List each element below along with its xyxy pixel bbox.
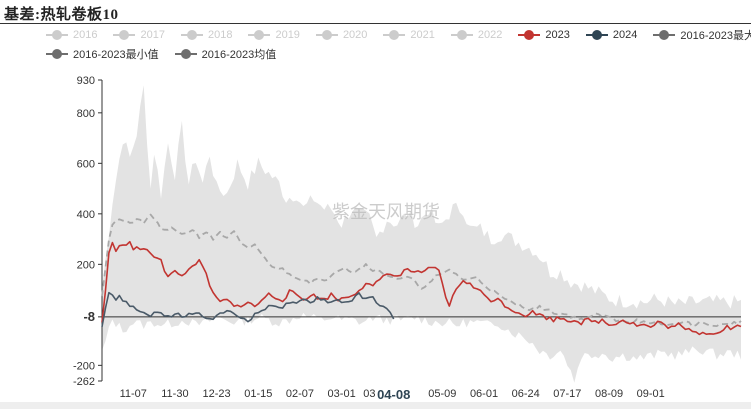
legend-row: 2016 2017 2018 2019 2020 2021 2022 2023 2024 2016… [46,26,751,44]
y-tick-label: 930 [77,75,95,87]
legend-item[interactable]: 2019 [248,26,300,44]
legend-item[interactable]: 2023 [518,26,570,44]
x-tick-label: 08-09 [595,388,623,400]
legend-swatch-icon [315,29,338,41]
y-tick-label: 400 [77,209,95,221]
legend-label: 2019 [275,29,300,41]
x-tick-label: 07-17 [553,388,581,400]
x-tick-label: 05-09 [428,388,456,400]
y-tick-label: -262 [73,376,95,388]
legend-item[interactable]: 2020 [315,26,368,44]
max-min-band-area [102,85,741,383]
y-tick-label: 800 [77,108,95,120]
legend-label: 2020 [342,29,368,41]
legend-label: 2023 [545,29,570,41]
legend-label: 2016-2023最大值 [680,30,751,42]
legend-label: 2017 [140,29,165,41]
x-tick-label: 01-15 [244,388,272,400]
legend-swatch-icon [174,48,197,60]
legend-swatch-icon [585,29,608,41]
legend-swatch-icon [46,48,68,60]
x-tick-label: 06-24 [512,388,540,400]
x-tick-label: 03 [363,388,375,400]
legend-swatch-icon [383,29,406,41]
legend-item[interactable]: 2022 [450,26,503,44]
y-tick-label: 600 [77,158,95,170]
x-tick-label: 11-30 [161,388,188,400]
legend-item[interactable]: 2016-2023均值 [174,45,277,63]
legend-label: 2024 [612,29,638,41]
legend-item[interactable]: 2016-2023最小值 [46,45,159,63]
x-tick-label: 03-01 [328,388,356,400]
series-2023-line [101,240,742,336]
legend-label: 2016 [73,29,98,41]
legend-label: 2018 [207,29,233,41]
y-tick-label: 200 [77,259,95,271]
x-tick-label: 02-07 [286,388,314,400]
legend-swatch-icon [248,29,271,41]
x-tick-label: 11-07 [120,388,147,400]
legend-item[interactable]: 2024 [585,26,638,44]
legend-label: 2016-2023均值 [201,49,277,61]
legend-swatch-icon [46,29,68,41]
x-tick-label: 06-01 [470,388,498,400]
x-tick-label: 12-23 [203,388,231,400]
legend-item[interactable]: 2016-2023最大值 [653,26,751,44]
legend-label: 2021 [410,29,435,41]
series-2024-line [101,291,395,328]
scroll-strip[interactable] [0,402,751,409]
y-tick-label: -8 [83,309,95,324]
legend-swatch-icon [653,29,676,41]
legend-swatch-icon [518,29,541,41]
legend-item[interactable]: 2016 [46,26,97,44]
chart-title-bar: 基差:热轧卷板10 [0,0,751,24]
legend-label: 2016-2023最小值 [73,49,159,61]
y-tick-label: -200 [73,360,95,372]
legend-item[interactable]: 2017 [113,26,165,44]
series-mean-line [101,213,742,328]
legend-swatch-icon [180,29,203,41]
legend-row: 2016-2023最小值 2016-2023均值 [46,45,292,63]
x-tick-label: 09-01 [637,388,665,400]
x-tick-label: 04-08 [377,387,410,402]
legend-item[interactable]: 2021 [383,26,435,44]
legend-swatch-icon [113,29,136,41]
watermark-text: 紫金天风期货 [332,202,440,223]
legend-label: 2022 [477,29,503,41]
chart-title: 基差:热轧卷板10 [4,7,119,23]
legend-swatch-icon [450,29,473,41]
legend-item[interactable]: 2018 [180,26,233,44]
